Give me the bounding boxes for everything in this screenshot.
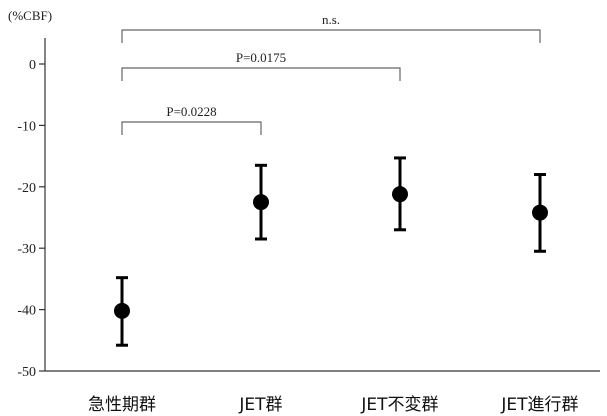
significance-brackets: P=0.0228 P=0.0175 n.s. (121, 12, 541, 135)
p-value-label: P=0.0228 (166, 104, 216, 119)
data-markers (114, 156, 548, 347)
category-labels: 急性期群 JET群 JET不変群 JET進行群 (88, 395, 579, 415)
significance-bracket (121, 121, 262, 135)
y-tick-label: -30 (17, 242, 36, 257)
mean-point (392, 186, 408, 203)
y-tick-label: -50 (17, 365, 36, 380)
y-axis-unit-label: (%CBF) (8, 8, 52, 23)
axis-layer: 0 -10 -20 -30 -40 -50 (17, 38, 600, 380)
category-label: 急性期群 (88, 395, 156, 415)
y-tick-label: -20 (17, 181, 36, 196)
significance-bracket (121, 29, 541, 43)
p-value-label: P=0.0175 (236, 50, 286, 65)
significance-bracket (121, 67, 401, 81)
y-tick-label: -10 (17, 119, 36, 134)
category-label: JET群 (238, 395, 282, 415)
category-label: JET不変群 (360, 395, 438, 415)
y-tick-label: -40 (17, 304, 36, 319)
mean-point (532, 204, 548, 221)
mean-point (253, 194, 269, 211)
category-label: JET進行群 (500, 395, 578, 415)
y-tick-label: 0 (29, 58, 36, 73)
mean-point (114, 302, 130, 319)
p-value-label: n.s. (322, 12, 340, 27)
